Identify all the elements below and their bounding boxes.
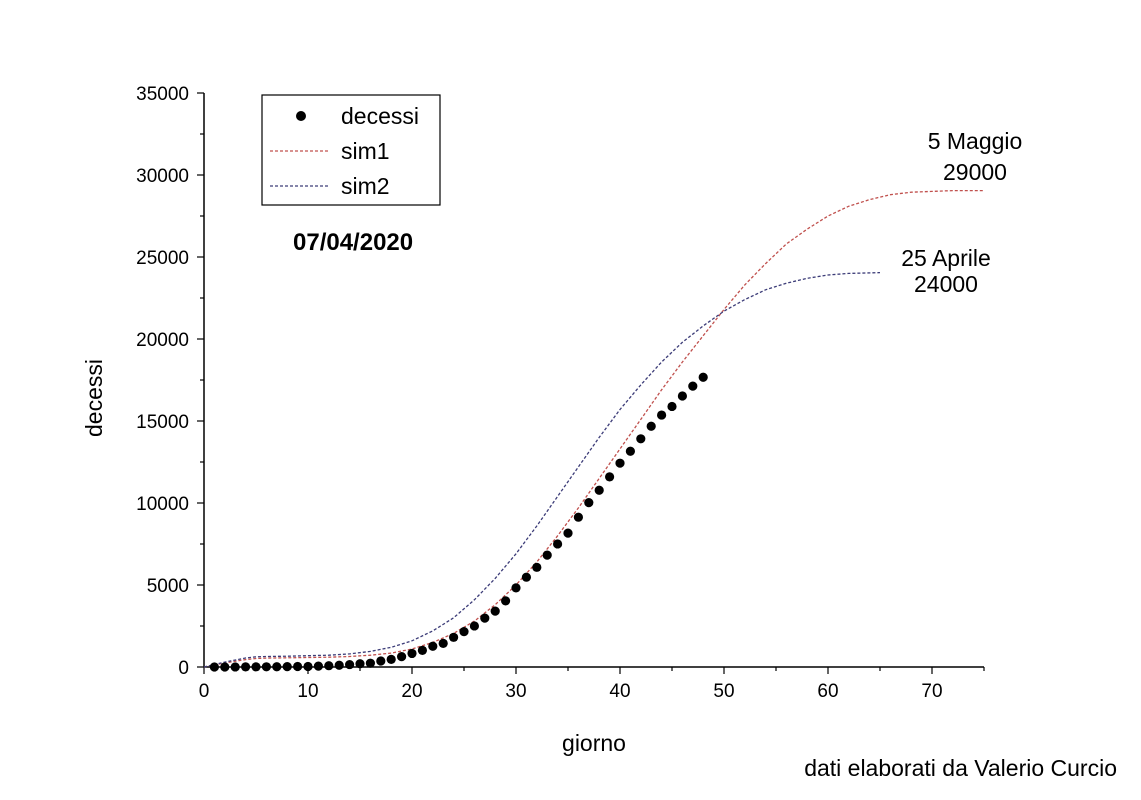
legend: decessi sim1 sim2 <box>261 94 441 206</box>
data-point <box>386 654 396 665</box>
legend-label-sim2: sim2 <box>341 173 390 199</box>
data-point <box>542 550 552 560</box>
data-point <box>532 562 542 572</box>
y-tick-label: 5000 <box>147 576 189 597</box>
legend-box <box>261 94 441 206</box>
y-tick-label: 20000 <box>136 330 189 351</box>
data-point <box>313 661 323 671</box>
legend-label-decessi: decessi <box>341 103 419 129</box>
y-tick-label: 0 <box>178 658 189 679</box>
annotation-sim1-date: 5 Maggio <box>928 128 1023 154</box>
data-point <box>345 659 355 670</box>
data-point <box>573 512 584 522</box>
x-tick-label: 10 <box>297 681 318 702</box>
data-point <box>241 662 251 672</box>
x-tick-label: 70 <box>921 681 942 702</box>
data-point <box>261 662 271 672</box>
x-tick-label: 50 <box>713 681 734 702</box>
data-point <box>698 372 708 382</box>
data-point <box>272 662 282 672</box>
date-label: 07/04/2020 <box>293 229 413 256</box>
data-point <box>417 645 427 655</box>
data-point <box>563 528 573 538</box>
data-point <box>688 381 698 391</box>
data-point <box>646 421 656 431</box>
legend-label-sim1: sim1 <box>341 138 390 164</box>
y-tick-label: 30000 <box>136 166 189 187</box>
data-point <box>480 613 490 623</box>
data-point <box>230 662 240 672</box>
y-tick-label: 25000 <box>136 248 189 269</box>
series-line-sim1 <box>203 189 984 668</box>
data-point <box>209 662 219 672</box>
data-point <box>428 641 438 651</box>
data-point <box>657 410 667 420</box>
y-tick-label: 15000 <box>136 412 189 433</box>
y-axis-label: decessi <box>81 359 107 437</box>
annotation-sim1-value: 29000 <box>943 159 1007 185</box>
data-point <box>501 596 511 606</box>
data-point <box>397 652 407 662</box>
series-sim1 <box>203 189 984 668</box>
data-point <box>625 446 636 456</box>
data-point <box>365 658 375 668</box>
x-tick-label: 30 <box>505 681 526 702</box>
x-tick-label: 20 <box>401 681 422 702</box>
ticks: 0 10 20 30 40 50 60 70 0 5000 10000 15000 20000 25000… <box>136 84 985 702</box>
credit-text: dati elaborati da Valerio Curcio <box>804 755 1117 781</box>
annotation-sim2-value: 24000 <box>914 271 978 297</box>
data-point <box>449 632 459 642</box>
data-point <box>334 660 344 670</box>
data-point <box>594 485 604 495</box>
data-point <box>355 659 365 669</box>
y-tick-label: 35000 <box>136 84 189 105</box>
data-point <box>636 434 646 444</box>
x-tick-label: 60 <box>817 681 838 702</box>
data-point <box>553 539 563 549</box>
data-point <box>324 661 334 671</box>
data-point <box>605 472 615 482</box>
series-line-sim2 <box>203 271 881 668</box>
data-point <box>282 662 292 672</box>
annotation-sim2-date: 25 Aprile <box>901 245 991 271</box>
y-tick-label: 10000 <box>136 494 189 515</box>
data-point <box>376 656 386 666</box>
x-axis-label: giorno <box>562 730 626 756</box>
data-point <box>521 572 532 582</box>
data-point <box>459 627 469 637</box>
x-tick-label: 0 <box>199 681 210 702</box>
series-sim2 <box>203 271 881 668</box>
data-point <box>584 498 594 508</box>
legend-marker-decessi <box>296 111 306 121</box>
series-decessi <box>209 372 708 672</box>
data-point <box>511 583 521 593</box>
data-point <box>490 606 500 616</box>
data-point <box>407 648 417 659</box>
data-point <box>615 458 625 468</box>
data-point <box>438 638 448 648</box>
data-point <box>667 401 677 412</box>
x-tick-label: 40 <box>609 681 630 702</box>
data-point <box>251 662 261 672</box>
data-point <box>677 391 688 401</box>
data-point <box>469 621 479 631</box>
data-point <box>293 661 303 672</box>
data-point <box>303 661 313 672</box>
data-point <box>220 662 230 672</box>
